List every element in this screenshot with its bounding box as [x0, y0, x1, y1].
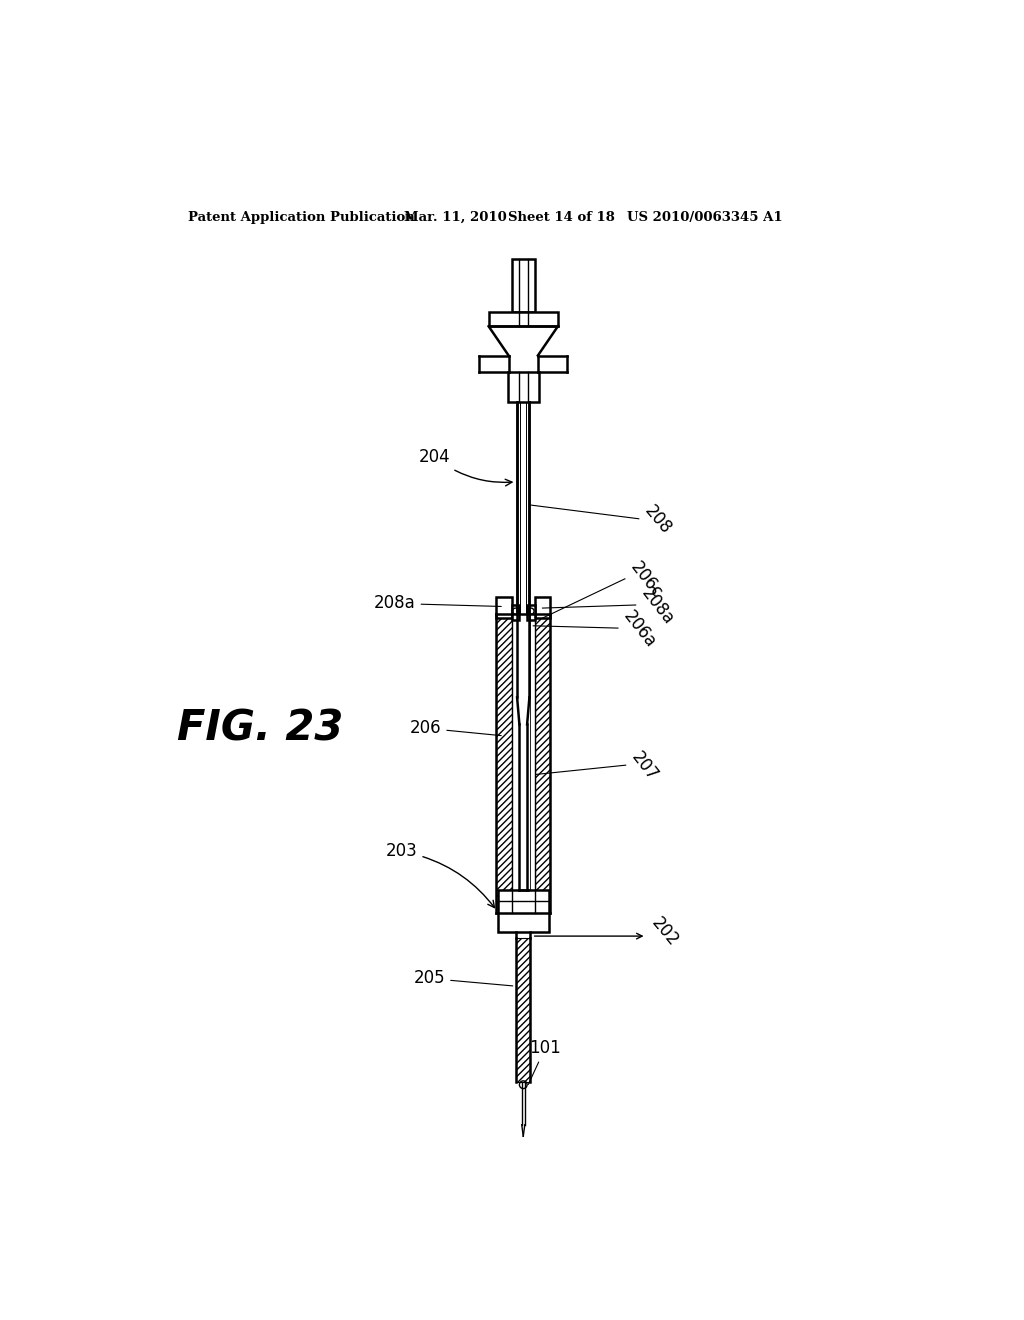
- Bar: [498, 890, 519, 932]
- Bar: [512, 259, 535, 313]
- Text: Patent Application Publication: Patent Application Publication: [188, 211, 415, 224]
- Text: Sheet 14 of 18: Sheet 14 of 18: [508, 211, 614, 224]
- Text: 208a: 208a: [637, 585, 677, 628]
- Bar: [535, 597, 550, 618]
- Bar: [498, 890, 549, 932]
- Bar: [512, 605, 519, 620]
- Text: US 2010/0063345 A1: US 2010/0063345 A1: [628, 211, 782, 224]
- Text: 206: 206: [410, 719, 501, 737]
- Bar: [512, 614, 535, 913]
- Text: 203: 203: [386, 842, 495, 908]
- Text: 205: 205: [414, 969, 513, 987]
- Text: 208a: 208a: [374, 594, 501, 612]
- Bar: [508, 372, 539, 401]
- Text: 206c: 206c: [627, 558, 666, 602]
- Bar: [527, 605, 535, 620]
- Bar: [535, 614, 550, 913]
- Bar: [497, 614, 512, 913]
- Text: 208: 208: [641, 503, 675, 539]
- Text: 207: 207: [628, 748, 660, 784]
- Bar: [497, 597, 512, 618]
- Text: FIG. 23: FIG. 23: [177, 708, 343, 750]
- Bar: [527, 890, 549, 932]
- Text: 206a: 206a: [620, 607, 659, 652]
- Bar: [497, 597, 512, 618]
- Bar: [535, 597, 550, 618]
- Text: Mar. 11, 2010: Mar. 11, 2010: [403, 211, 507, 224]
- Bar: [516, 939, 530, 1082]
- Bar: [488, 313, 558, 326]
- Text: 202: 202: [648, 915, 682, 950]
- Text: 204: 204: [419, 449, 512, 486]
- Text: 101: 101: [528, 1039, 561, 1085]
